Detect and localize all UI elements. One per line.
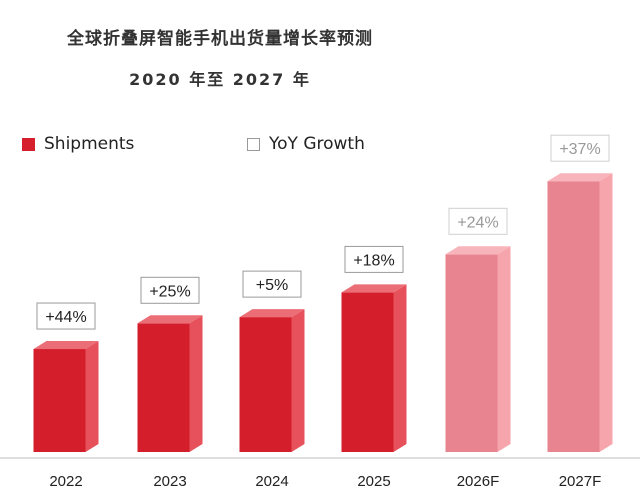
yoy-label-2022: +44%	[36, 302, 96, 330]
bar-side-2023	[189, 315, 203, 452]
bar-top-2027F	[547, 173, 613, 182]
yoy-label-2024: +5%	[242, 270, 302, 298]
yoy-label-2027F: +37%	[550, 134, 610, 162]
bar-front-2025	[341, 292, 394, 452]
bars-group: +44% 2022 +25% 2023 +5% 2024 +18% 2025 +24% 2026F…	[33, 134, 613, 490]
yoy-label-box-2026F	[448, 207, 508, 235]
yoy-label-text-2025: +18%	[353, 252, 394, 269]
bar-2023	[137, 315, 203, 452]
yoy-label-text-2026F: +24%	[457, 214, 498, 231]
bar-top-2024	[239, 309, 305, 318]
x-tick-label-2025: 2025	[357, 473, 390, 490]
bar-2027F	[547, 173, 613, 453]
yoy-label-2025: +18%	[344, 245, 404, 273]
bar-front-2027F	[547, 181, 600, 453]
yoy-label-text-2027F: +37%	[559, 141, 600, 158]
legend-yoy-growth: YoY Growth	[247, 134, 365, 154]
legend-swatch-shipments	[22, 137, 35, 151]
bar-side-2027F	[599, 173, 613, 453]
bar-2022	[33, 341, 99, 452]
x-tick-label-2023: 2023	[153, 473, 186, 490]
yoy-label-text-2024: +5%	[256, 277, 288, 294]
legend-shipments: Shipments	[22, 134, 134, 154]
yoy-label-box-2024	[242, 270, 302, 298]
chart-title: 全球折叠屏智能手机出货量增长率预测	[67, 29, 373, 49]
yoy-label-2023: +25%	[140, 276, 200, 304]
bar-front-2023	[137, 323, 190, 452]
bar-side-2024	[291, 309, 305, 452]
bar-top-2025	[341, 284, 407, 293]
yoy-label-box-2023	[140, 276, 200, 304]
bar-side-2022	[85, 341, 99, 452]
x-tick-label-2024: 2024	[255, 473, 288, 490]
legend-label-yoy: YoY Growth	[269, 134, 365, 154]
yoy-label-box-2022	[36, 302, 96, 330]
legend-swatch-yoy	[247, 137, 260, 151]
bar-front-2024	[239, 317, 292, 452]
bar-front-2026F	[445, 254, 498, 452]
yoy-label-box-2025	[344, 245, 404, 273]
bar-2026F	[445, 246, 511, 452]
chart-subtitle: 2020 年至 2027 年	[129, 70, 311, 89]
yoy-label-text-2023: +25%	[149, 283, 190, 300]
yoy-label-box-2027F	[550, 134, 610, 162]
bar-2025	[341, 284, 407, 452]
legend-label-shipments: Shipments	[44, 134, 135, 154]
bar-front-2022	[33, 349, 86, 452]
bar-side-2025	[393, 284, 407, 452]
bar-top-2026F	[445, 246, 511, 255]
yoy-label-2026F: +24%	[448, 207, 508, 235]
yoy-label-text-2022: +44%	[45, 309, 86, 326]
x-tick-label-2026F: 2026F	[457, 473, 500, 490]
bar-top-2022	[33, 341, 99, 350]
x-tick-label-2027F: 2027F	[559, 473, 602, 490]
bar-top-2023	[137, 315, 203, 324]
x-tick-label-2022: 2022	[49, 473, 82, 490]
bar-side-2026F	[497, 246, 511, 452]
bar-2024	[239, 309, 305, 452]
